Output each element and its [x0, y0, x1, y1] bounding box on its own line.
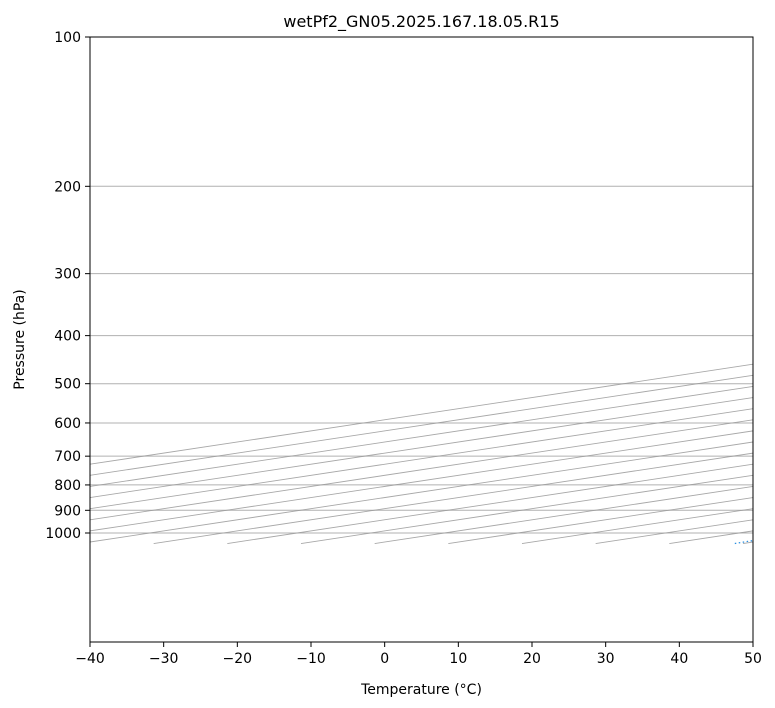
isotherm-line — [90, 408, 753, 510]
x-tick-label: 50 — [744, 651, 762, 667]
y-tick-label: 200 — [54, 179, 81, 195]
x-axis-ticks: −40 −30 −20 −10 0 10 20 30 40 50 — [75, 642, 762, 667]
mixing-ratio-line — [734, 539, 753, 545]
y-axis-label: Pressure (hPa) — [12, 289, 28, 389]
y-tick-label: 900 — [54, 503, 81, 519]
isotherm-line — [90, 430, 753, 532]
y-tick-label: 600 — [54, 416, 81, 432]
x-tick-label: −10 — [296, 651, 326, 667]
x-tick-label: 10 — [449, 651, 467, 667]
y-tick-label: 700 — [54, 449, 81, 465]
isotherm-line — [90, 363, 753, 465]
background-lines — [734, 37, 775, 545]
chart-title: wetPf2_GN05.2025.167.18.05.R15 — [283, 12, 559, 32]
y-tick-label: 500 — [54, 377, 81, 393]
isotherm-line — [90, 374, 753, 476]
plot-grid — [90, 37, 753, 544]
isotherm-line — [227, 463, 753, 544]
x-tick-label: 20 — [523, 651, 541, 667]
dry-adiabat-line — [767, 37, 775, 544]
y-tick-label: 400 — [54, 329, 81, 345]
plot-frame — [89, 36, 754, 643]
isotherm-line — [742, 541, 753, 544]
isotherm-line — [669, 530, 753, 544]
isotherm-line — [521, 508, 753, 544]
x-tick-label: −30 — [149, 651, 179, 667]
isotherm-line — [448, 497, 753, 544]
y-tick-label: 300 — [54, 267, 81, 283]
isotherm-line — [90, 441, 753, 543]
isotherm-line — [90, 397, 753, 499]
y-tick-label: 100 — [54, 30, 81, 46]
isotherm-line — [595, 519, 753, 544]
isotherm-line — [153, 452, 753, 544]
x-tick-label: −20 — [223, 651, 253, 667]
isotherm-line — [90, 385, 753, 487]
x-axis-label: Temperature (°C) — [360, 682, 482, 698]
x-tick-label: 0 — [380, 651, 389, 667]
isotherm-line — [300, 474, 753, 544]
y-axis-ticks: 100 200 300 400 500 600 700 800 900 1000 — [45, 30, 90, 542]
x-tick-label: 40 — [670, 651, 688, 667]
isotherm-line — [90, 419, 753, 521]
x-tick-label: −40 — [75, 651, 105, 667]
y-tick-label: 800 — [54, 478, 81, 494]
x-tick-label: 30 — [597, 651, 615, 667]
y-tick-label: 1000 — [45, 526, 81, 542]
